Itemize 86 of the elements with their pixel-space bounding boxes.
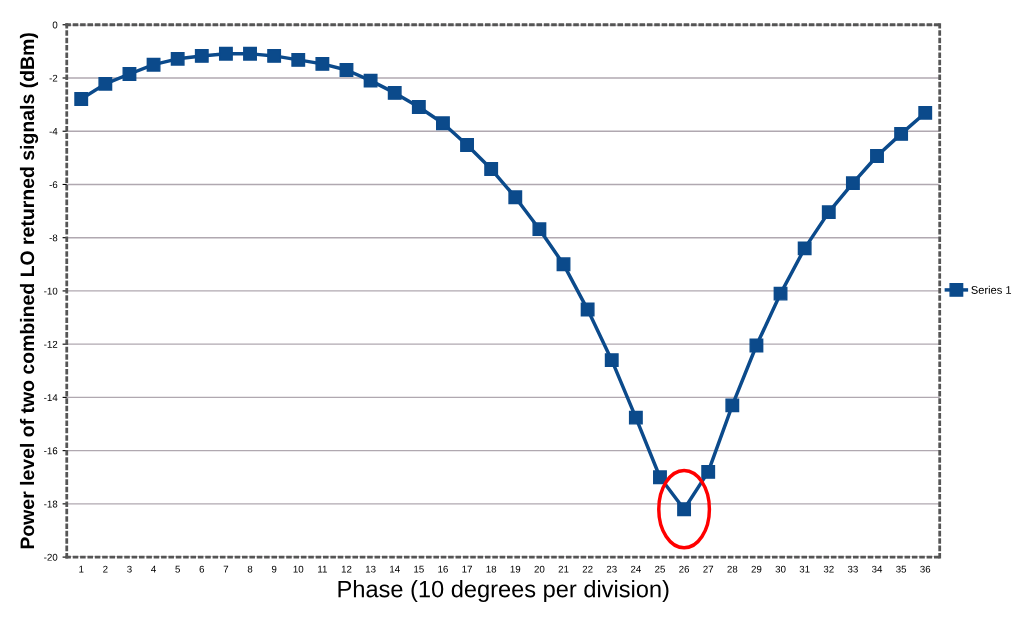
x-tick-label: 30 (775, 565, 786, 573)
x-tick-label: 13 (365, 565, 376, 573)
point (604, 353, 619, 368)
point (460, 138, 475, 153)
point (267, 48, 282, 63)
y-tick-label: -20 (44, 553, 58, 561)
x-tick-label: 14 (390, 565, 400, 573)
point (508, 190, 523, 205)
x-tick-label: 23 (606, 565, 617, 573)
point (98, 76, 113, 91)
point (628, 410, 643, 425)
point (194, 48, 209, 63)
x-tick-label: 8 (247, 565, 253, 573)
x-tick-label: 16 (438, 565, 448, 573)
x-tick-label: 6 (199, 565, 205, 573)
x-tick-label: 10 (293, 565, 304, 573)
y-tick-label: 0 (52, 21, 58, 29)
x-tick-label: 2 (103, 565, 108, 573)
point (74, 92, 89, 106)
x-tick-label: 32 (823, 565, 834, 573)
point (677, 502, 692, 517)
point (701, 464, 716, 479)
x-tick-label: 11 (318, 565, 327, 573)
x-tick-label: 25 (655, 565, 665, 573)
point (918, 105, 933, 120)
point (411, 100, 426, 114)
point (653, 470, 667, 485)
x-tick-label: 33 (847, 565, 858, 573)
point (484, 162, 499, 176)
x-tick-label: 18 (486, 565, 497, 573)
x-tick-label: 20 (534, 565, 545, 573)
x-tick-label: 7 (223, 565, 229, 573)
x-tick-label: 21 (558, 565, 569, 573)
point (532, 222, 547, 237)
point (821, 205, 836, 220)
point (894, 126, 909, 141)
y-tick-label: -4 (49, 128, 58, 135)
x-tick-label: 17 (462, 565, 472, 573)
point (580, 302, 595, 317)
point (749, 338, 764, 353)
point (122, 67, 137, 81)
x-tick-label: 4 (151, 565, 156, 573)
point (845, 176, 860, 191)
x-tick-label: 28 (727, 565, 738, 573)
y-tick-label: -10 (44, 287, 58, 295)
point (243, 46, 257, 61)
point (291, 52, 306, 67)
point (218, 46, 233, 61)
x-tick-label: 34 (871, 565, 883, 573)
point (387, 85, 402, 100)
point (146, 57, 161, 72)
point (363, 73, 378, 88)
y-tick-label: -8 (49, 234, 58, 242)
point (725, 398, 740, 413)
point (556, 257, 571, 272)
x-tick-label: 31 (799, 565, 810, 573)
x-tick-label: 12 (341, 565, 352, 573)
point (435, 116, 450, 131)
y-tick-label: -16 (44, 447, 58, 455)
y-tick-label: -14 (44, 394, 58, 401)
y-tick-label: -2 (49, 74, 58, 82)
x-tick-label: 35 (896, 565, 907, 573)
x-tick-label: 1 (79, 565, 84, 573)
legend-label: Series 1 (971, 285, 1012, 294)
x-tick-label: 3 (127, 565, 132, 573)
x-tick-label: 36 (920, 565, 931, 573)
x-tick-label: 29 (751, 565, 762, 573)
point (870, 149, 884, 163)
x-tick-label: 22 (582, 565, 593, 573)
point (339, 63, 354, 77)
x-tick-label: 19 (510, 565, 521, 573)
x-tick-label: 9 (271, 565, 277, 573)
y-tick-label: -18 (44, 500, 58, 508)
point (315, 56, 330, 71)
point (170, 51, 185, 66)
y-tick-label: -12 (44, 340, 58, 348)
x-tick-label: 24 (630, 565, 641, 573)
x-tick-label: 5 (175, 565, 180, 573)
point (797, 241, 812, 256)
y-tick-label: -6 (49, 181, 58, 189)
x-tick-label: 26 (679, 565, 690, 573)
y-axis-title: Power level of two combined LO returned signals (dBm) (19, 33, 39, 549)
point (773, 286, 788, 301)
x-tick-label: 27 (703, 565, 714, 573)
x-tick-label: 15 (414, 565, 424, 573)
x-axis-title: Phase (10 degrees per division) (338, 580, 669, 603)
